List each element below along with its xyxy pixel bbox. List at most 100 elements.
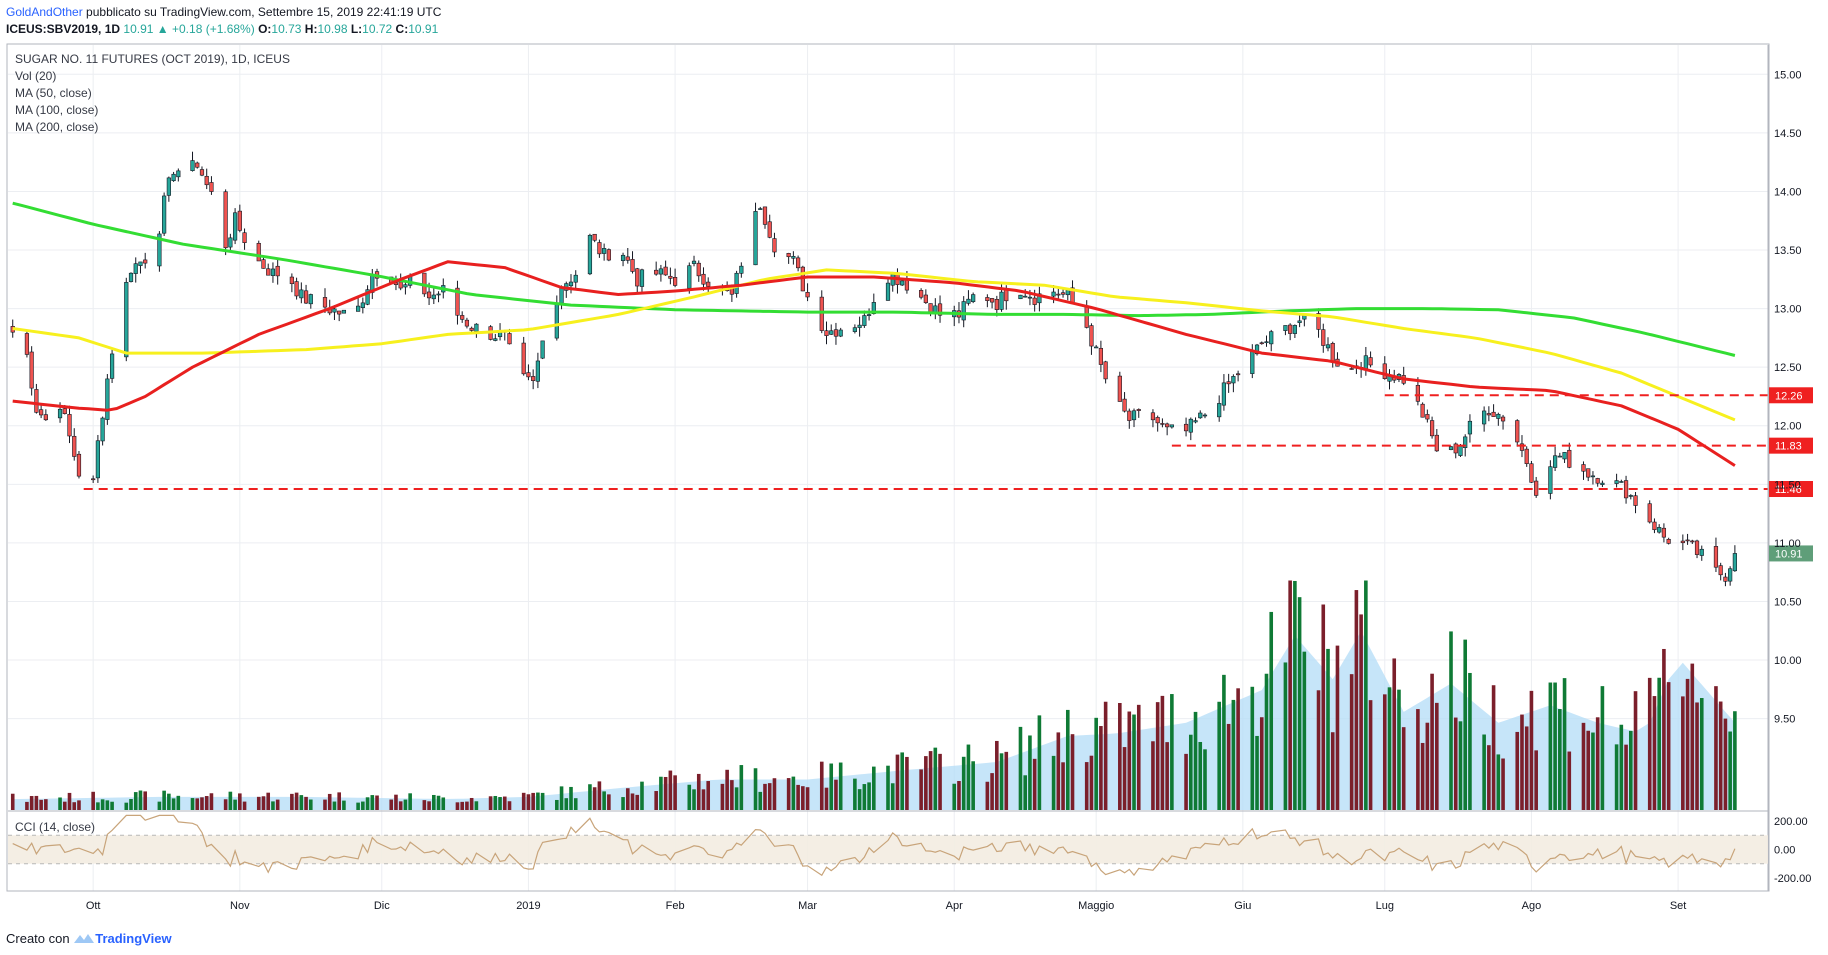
volume-bar: [663, 776, 668, 810]
volume-bar: [1326, 648, 1330, 810]
candle-body: [1056, 293, 1061, 296]
volume-bar: [1553, 682, 1557, 810]
candle-body: [791, 256, 796, 259]
volume-bar: [233, 799, 237, 810]
volume-bar: [597, 781, 602, 810]
price-axis[interactable]: 15.00 14.50 14.00 13.50 13.00 12.50 12.00 11.50…: [1767, 45, 1802, 891]
volume-bar: [706, 781, 711, 810]
publish-text: pubblicato su TradingView.com, Settembre…: [82, 5, 442, 19]
volume-bar: [999, 753, 1004, 810]
volume-bar: [162, 790, 166, 810]
created-with: Creato con: [6, 931, 70, 946]
candle-body: [162, 195, 167, 234]
volume-bar: [758, 791, 763, 810]
candle-body: [999, 291, 1004, 310]
volume-bar: [67, 792, 72, 810]
volume-bar: [403, 799, 408, 810]
candle-body: [1600, 482, 1605, 485]
volume-bar: [819, 761, 824, 810]
candle-body: [431, 294, 436, 300]
volume-bar: [256, 796, 261, 810]
candle-body: [1330, 343, 1335, 362]
volume-bar: [356, 802, 360, 810]
legend-vol[interactable]: Vol (20): [15, 69, 57, 83]
level-tag-label: 12.26: [1775, 390, 1803, 402]
candle-body: [568, 281, 574, 287]
volume-bar: [432, 794, 436, 810]
volume-bar: [422, 800, 427, 810]
candle-body: [176, 170, 181, 178]
candle-body: [1562, 452, 1567, 460]
volume-bar: [1468, 672, 1472, 810]
legend-ma50[interactable]: MA (50, close): [15, 86, 92, 100]
ma200-line: [12, 201, 1736, 357]
volume-bar: [1259, 717, 1264, 810]
candle-body: [507, 333, 512, 345]
volume-bar: [1359, 614, 1363, 810]
tradingview-logo-icon: [74, 934, 95, 943]
candle-body: [687, 265, 692, 289]
volume-bar: [588, 784, 592, 810]
candle-body: [937, 303, 943, 316]
time-tick-label: Ago: [1522, 900, 1542, 912]
volume-bar: [1628, 730, 1633, 810]
candle-body: [133, 263, 138, 274]
candle-body: [857, 324, 862, 328]
volume-bar: [1581, 722, 1586, 810]
candle-body: [1463, 436, 1468, 448]
candle-body: [535, 360, 540, 382]
volume-bar: [124, 802, 129, 810]
volume-bar: [1293, 580, 1297, 810]
candle-body: [1732, 553, 1737, 572]
legend-cci[interactable]: CCI (14, close): [15, 820, 96, 834]
volume-bar: [668, 770, 673, 810]
time-axis[interactable]: Ott Nov Dic 2019 Feb Mar Apr Maggio Giu Lug Ago Set: [8, 890, 1768, 912]
volume-bar: [157, 801, 162, 810]
time-tick-label: 2019: [516, 900, 540, 912]
volume-bar: [933, 747, 938, 810]
legend-ma100[interactable]: MA (100, close): [15, 103, 99, 117]
candle-body: [143, 259, 148, 264]
volume-bar: [1487, 745, 1491, 810]
volume-bar: [801, 786, 805, 810]
candle-body: [1288, 324, 1293, 334]
candle-body: [266, 268, 271, 276]
tradingview-link[interactable]: TradingView: [95, 931, 172, 946]
candle-body: [739, 265, 744, 274]
volume-bar: [436, 795, 441, 810]
author-link[interactable]: GoldAndOther: [6, 5, 83, 19]
time-tick-label: Mar: [798, 900, 817, 912]
candle-body: [1165, 423, 1170, 428]
price-tick-label: 11.00: [1774, 538, 1801, 550]
candle-body: [829, 330, 834, 335]
volume-bar: [1430, 673, 1434, 810]
candle-body: [426, 291, 432, 299]
volume-bar: [29, 796, 34, 810]
candle-body: [540, 340, 545, 359]
legend-ma200[interactable]: MA (200, close): [15, 120, 99, 134]
candle-body: [190, 160, 195, 172]
volume-bar: [1458, 721, 1463, 810]
price-tick-label: 14.50: [1774, 128, 1802, 140]
candle-body: [24, 333, 30, 355]
candle-body: [833, 329, 839, 337]
volume-bar: [1463, 639, 1468, 810]
candle-body: [635, 268, 640, 287]
volume-bar: [1368, 700, 1373, 810]
candle-body: [261, 259, 266, 269]
volume-bar: [1132, 714, 1136, 810]
candle-body: [204, 175, 209, 186]
candle-body: [1491, 411, 1496, 417]
volume-bar: [34, 795, 39, 810]
volume-bar: [261, 796, 266, 810]
candle-body: [1557, 455, 1562, 458]
volume-bar: [223, 799, 228, 810]
volume-bar: [753, 768, 758, 810]
price-tick-label: 13.50: [1774, 245, 1802, 257]
volume-bar: [985, 781, 990, 810]
volume-bar: [1666, 682, 1671, 810]
volume-bar: [1297, 597, 1302, 810]
volume-bar: [143, 791, 148, 810]
volume-bar: [1624, 744, 1628, 810]
